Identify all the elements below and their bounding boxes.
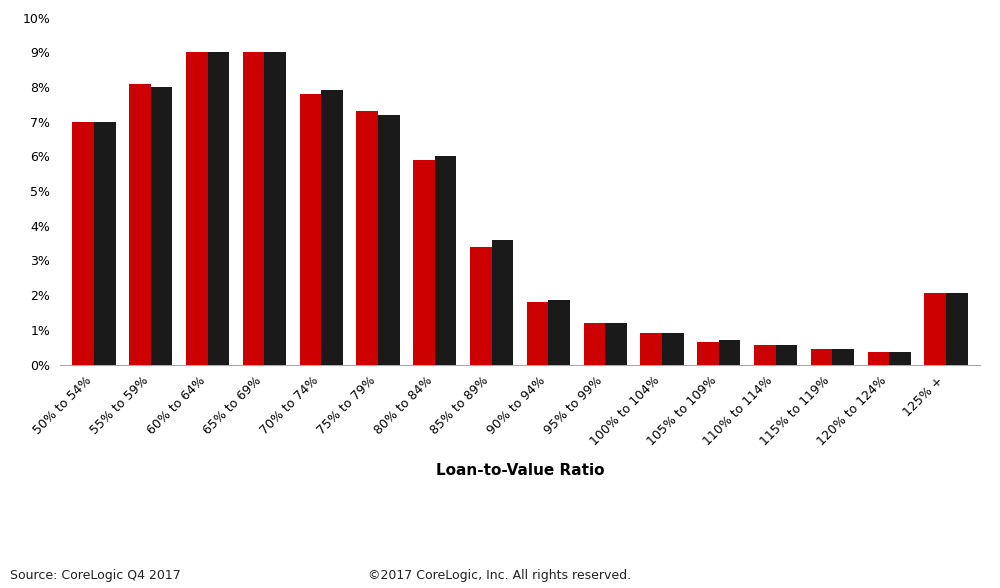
Text: Source: CoreLogic Q4 2017: Source: CoreLogic Q4 2017 xyxy=(10,569,181,582)
Bar xyxy=(832,349,854,365)
Bar xyxy=(868,352,889,365)
Bar xyxy=(811,349,832,365)
Bar xyxy=(94,122,116,365)
Bar xyxy=(129,83,151,365)
Bar xyxy=(435,156,456,365)
Bar xyxy=(470,246,492,365)
Bar xyxy=(548,300,570,365)
Bar xyxy=(356,111,378,365)
X-axis label: Loan-to-Value Ratio: Loan-to-Value Ratio xyxy=(436,463,604,477)
Bar xyxy=(300,94,321,365)
Bar xyxy=(72,122,94,365)
Bar xyxy=(946,293,968,365)
Bar xyxy=(640,333,662,365)
Bar xyxy=(662,333,684,365)
Bar xyxy=(208,52,229,365)
Bar xyxy=(605,323,627,365)
Bar xyxy=(754,346,776,365)
Bar xyxy=(924,293,946,365)
Bar xyxy=(719,340,740,365)
Text: ©2017 CoreLogic, Inc. All rights reserved.: ©2017 CoreLogic, Inc. All rights reserve… xyxy=(368,569,632,582)
Bar xyxy=(697,342,719,365)
Bar xyxy=(264,52,286,365)
Bar xyxy=(492,240,513,365)
Bar xyxy=(584,323,605,365)
Bar xyxy=(527,302,548,365)
Bar xyxy=(243,52,264,365)
Bar xyxy=(889,352,911,365)
Bar xyxy=(151,87,172,365)
Bar xyxy=(776,346,797,365)
Legend: Q3 2017, Q4 2017: Q3 2017, Q4 2017 xyxy=(418,587,622,588)
Bar xyxy=(378,115,400,365)
Bar xyxy=(186,52,208,365)
Bar xyxy=(321,91,343,365)
Bar xyxy=(413,160,435,365)
